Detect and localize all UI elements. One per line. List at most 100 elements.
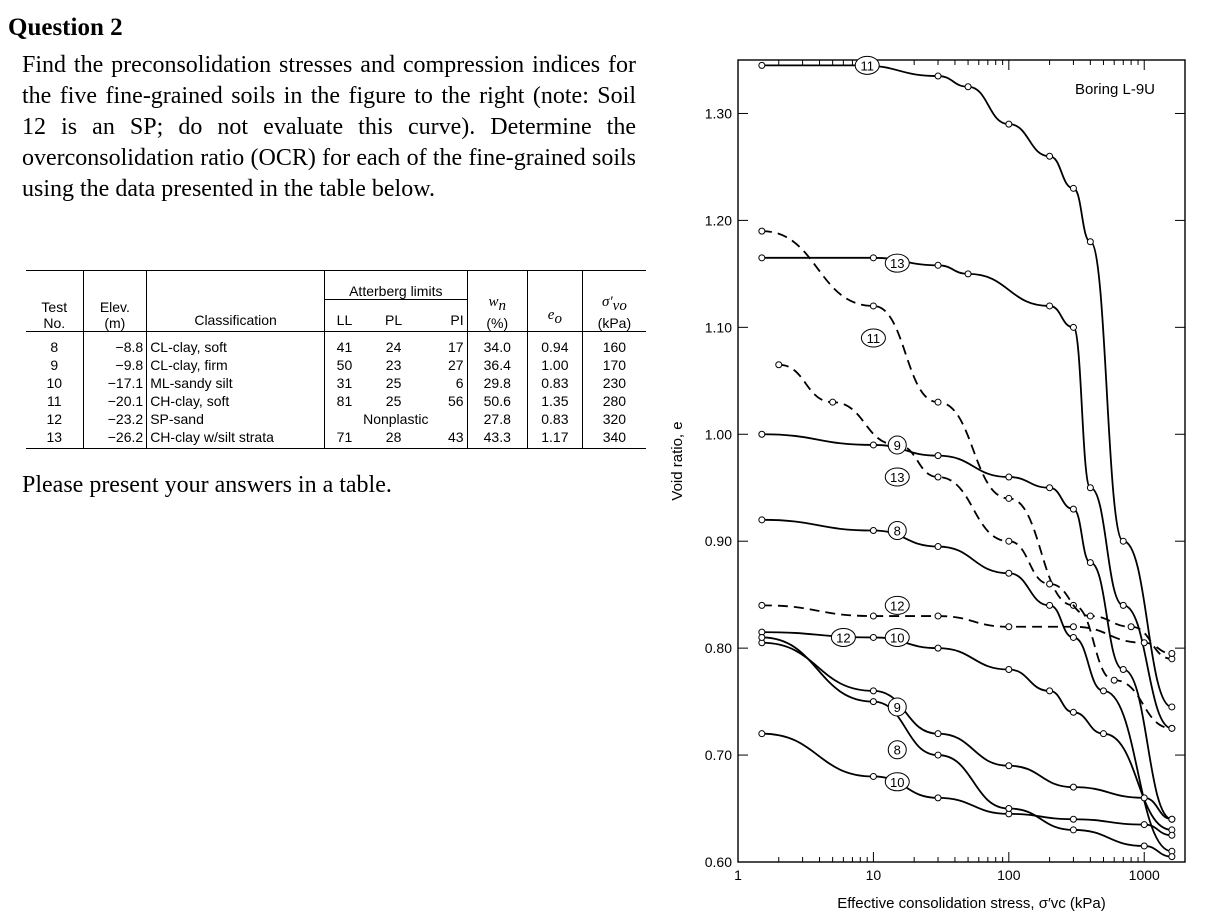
table-row: 12 −23.2 SP-sand Nonplastic 27.8 0.83 320 bbox=[26, 410, 646, 428]
cell-sigma: 170 bbox=[581, 356, 646, 374]
data-point bbox=[1168, 724, 1176, 732]
curve-label-badge bbox=[884, 772, 910, 792]
cell-cls: CH-clay w/silt strata bbox=[146, 428, 325, 449]
data-point bbox=[1168, 831, 1176, 839]
data-point bbox=[1086, 238, 1094, 246]
data-point bbox=[758, 227, 766, 235]
data-point bbox=[869, 302, 877, 310]
curve-label-badge bbox=[887, 521, 907, 541]
curve-label: 8 bbox=[894, 743, 901, 758]
curve-label-badge bbox=[887, 435, 907, 455]
data-point bbox=[1046, 484, 1054, 492]
cell-cls: ML-sandy silt bbox=[146, 374, 325, 392]
x-tick-label: 100 bbox=[997, 867, 1021, 883]
data-point bbox=[758, 61, 766, 69]
data-point bbox=[1069, 505, 1077, 513]
cell-cls: CL-clay, soft bbox=[146, 331, 325, 356]
cell-test: 9 bbox=[50, 357, 59, 373]
header-ll: LL bbox=[323, 299, 364, 332]
data-point bbox=[1140, 639, 1148, 647]
data-point bbox=[758, 516, 766, 524]
series-line-11 bbox=[761, 64, 1173, 708]
data-point bbox=[1099, 687, 1107, 695]
plot-frame bbox=[737, 59, 1186, 863]
header-void-ratio: eo bbox=[526, 270, 583, 332]
data-point bbox=[934, 751, 942, 759]
data-point bbox=[1069, 708, 1077, 716]
y-axis-label: Void ratio, e bbox=[669, 421, 686, 500]
data-point bbox=[1140, 842, 1148, 850]
header-water-content: wn (%) bbox=[466, 270, 528, 332]
data-point bbox=[1005, 762, 1013, 770]
cell-pi: 27 bbox=[448, 357, 464, 373]
soil-properties-table: Test No. Elev. (m) Classification Atterber… bbox=[26, 270, 646, 449]
cell-pl: 25 bbox=[385, 375, 402, 391]
cell-elev: −26.2 bbox=[82, 428, 147, 449]
cell-pl: Nonplastic bbox=[323, 410, 468, 428]
header-pi: PI bbox=[450, 312, 464, 328]
curve-label: 8 bbox=[894, 524, 901, 539]
cell-elev: −23.2 bbox=[82, 410, 147, 428]
data-point bbox=[1046, 580, 1054, 588]
cell-sigma: 160 bbox=[581, 331, 646, 356]
cell-pi: 6 bbox=[455, 375, 464, 391]
cell-cls: SP-sand bbox=[146, 410, 325, 428]
data-point bbox=[869, 527, 877, 535]
table-row: 13 −26.2 CH-clay w/silt strata 71 28 43 43.3 1.… bbox=[26, 428, 646, 449]
curve-label: 12 bbox=[836, 630, 850, 645]
cell-wn: 34.0 bbox=[466, 331, 528, 356]
data-point bbox=[1069, 323, 1077, 331]
curve-label: 11 bbox=[860, 58, 874, 73]
cell-cls: CH-clay, soft bbox=[146, 392, 325, 410]
curve-label: 10 bbox=[890, 775, 904, 790]
curve-label: 13 bbox=[890, 470, 904, 485]
data-point bbox=[1005, 569, 1013, 577]
cell-ll: 81 bbox=[323, 392, 364, 410]
curve-label-badge bbox=[887, 697, 907, 717]
table-row: 10 −17.1 ML-sandy silt 31 25 6 29.8 0.83 230 bbox=[26, 374, 646, 392]
cell-ll: 31 bbox=[323, 374, 364, 392]
data-point bbox=[1046, 152, 1054, 160]
y-tick-label: 1.10 bbox=[705, 319, 732, 335]
data-point bbox=[1069, 783, 1077, 791]
data-point bbox=[1168, 649, 1176, 657]
data-point bbox=[934, 261, 942, 269]
header-classification: Classification bbox=[146, 270, 325, 332]
series-line-10-reload bbox=[761, 636, 1172, 858]
data-point bbox=[1086, 559, 1094, 567]
cell-elev: −17.1 bbox=[82, 374, 147, 392]
y-tick-label: 0.80 bbox=[705, 640, 732, 656]
header-effective-stress: σ′vo (kPa) bbox=[581, 270, 646, 332]
chart-title: Boring L-9U bbox=[1075, 81, 1155, 98]
data-point bbox=[1119, 537, 1127, 545]
y-tick-label: 1.20 bbox=[705, 212, 732, 228]
cell-wn: 43.3 bbox=[466, 428, 528, 449]
data-point bbox=[869, 698, 877, 706]
data-point bbox=[1168, 703, 1176, 711]
cell-elev: −9.8 bbox=[82, 356, 147, 374]
series-line-13-unload bbox=[778, 363, 1172, 660]
cell-eo: 0.83 bbox=[526, 410, 583, 428]
cell-wn: 29.8 bbox=[466, 374, 528, 392]
data-point bbox=[758, 730, 766, 738]
cell-sigma: 280 bbox=[581, 392, 646, 410]
table-row: 9 −9.8 CL-clay, firm 50 23 27 36.4 1.00 170 bbox=[26, 356, 646, 374]
data-point bbox=[758, 254, 766, 262]
data-point bbox=[1069, 815, 1077, 823]
data-point bbox=[934, 612, 942, 620]
consolidation-chart: 0.60 0.70 0.80 0.90 1.00 1.10 1.20 1.30 1 10 100 10… bbox=[669, 55, 1186, 912]
cell-pl: 28 bbox=[385, 429, 402, 445]
data-point bbox=[1119, 666, 1127, 674]
cell-test: 11 bbox=[47, 393, 62, 409]
cell-pl: 23 bbox=[385, 357, 402, 373]
data-point bbox=[1005, 494, 1013, 502]
data-point bbox=[1069, 633, 1077, 641]
series-line-12 bbox=[761, 604, 1172, 655]
data-point bbox=[1086, 612, 1094, 620]
data-point bbox=[934, 794, 942, 802]
cell-pl: 25 bbox=[385, 393, 402, 409]
header-test-no: Test No. bbox=[41, 299, 68, 331]
curve-label-badge bbox=[884, 627, 910, 647]
series-line-9-reload bbox=[761, 641, 1173, 821]
question-footer: Please present your answers in a table. bbox=[22, 472, 392, 498]
